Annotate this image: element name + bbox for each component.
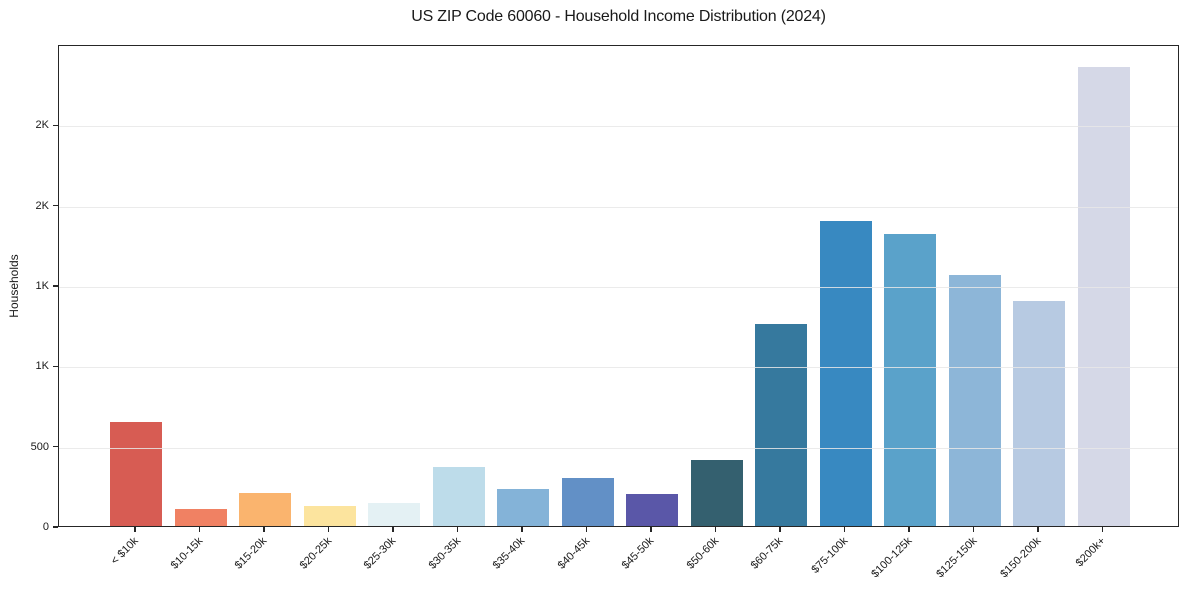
x-tick-mark bbox=[134, 527, 136, 532]
y-tick-mark bbox=[53, 205, 58, 207]
bar-$40-45k bbox=[561, 477, 614, 526]
chart-title: US ZIP Code 60060 - Household Income Dis… bbox=[411, 8, 826, 25]
y-tick-mark bbox=[53, 285, 58, 287]
bar-$50-60k bbox=[690, 460, 743, 526]
x-tick-mark bbox=[585, 527, 588, 532]
x-tick-mark bbox=[843, 527, 846, 532]
x-tick-mark bbox=[392, 527, 394, 532]
y-tick-mark bbox=[53, 446, 58, 448]
bar-$15-20k bbox=[239, 493, 291, 526]
x-tick-mark bbox=[714, 527, 717, 532]
bar-$60-75k bbox=[755, 323, 807, 526]
bar-$20-25k bbox=[303, 505, 356, 526]
x-tick-mark bbox=[1101, 527, 1104, 532]
bar-$35-40k bbox=[497, 489, 549, 526]
bar-$150-200k bbox=[1013, 301, 1065, 526]
y-tick-mark bbox=[53, 526, 58, 528]
x-tick-mark bbox=[1037, 527, 1039, 532]
x-tick-mark bbox=[521, 527, 523, 532]
plot-area bbox=[58, 45, 1179, 527]
x-tick-mark bbox=[198, 527, 201, 532]
x-tick-mark bbox=[650, 527, 652, 532]
y-tick-mark bbox=[53, 365, 58, 367]
y-axis-label: Households bbox=[7, 254, 21, 318]
bar-< $10k bbox=[110, 422, 162, 526]
bar-$125-150k bbox=[948, 275, 1001, 526]
bar-$100-125k bbox=[884, 233, 936, 526]
gridline-500 bbox=[59, 447, 1178, 449]
gridline-2500 bbox=[59, 126, 1178, 128]
bar-$30-35k bbox=[432, 467, 485, 526]
x-tick-mark bbox=[908, 527, 910, 532]
bar-$200k+ bbox=[1077, 66, 1130, 526]
gridline-1500 bbox=[59, 287, 1178, 288]
x-tick-mark bbox=[972, 527, 975, 532]
x-tick-mark bbox=[263, 527, 265, 532]
bar-$25-30k bbox=[368, 502, 420, 526]
y-tick-mark bbox=[53, 124, 58, 126]
x-tick-mark bbox=[327, 527, 330, 532]
bar-$45-50k bbox=[626, 493, 678, 526]
gridline-1000 bbox=[59, 367, 1178, 369]
gridline-2000 bbox=[59, 206, 1178, 208]
x-tick-mark bbox=[779, 527, 781, 532]
bar-$75-100k bbox=[819, 220, 872, 526]
x-tick-mark bbox=[456, 527, 459, 532]
bar-$10-15k bbox=[174, 509, 227, 526]
